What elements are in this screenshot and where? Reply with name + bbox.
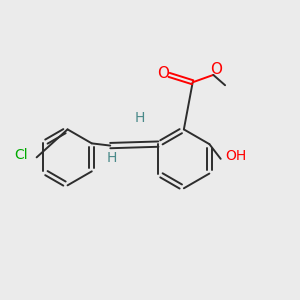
Text: Cl: Cl xyxy=(14,148,28,162)
Text: OH: OH xyxy=(226,149,247,164)
Text: O: O xyxy=(210,62,222,77)
Text: H: H xyxy=(106,151,117,165)
Text: O: O xyxy=(157,66,169,81)
Text: H: H xyxy=(134,112,145,125)
